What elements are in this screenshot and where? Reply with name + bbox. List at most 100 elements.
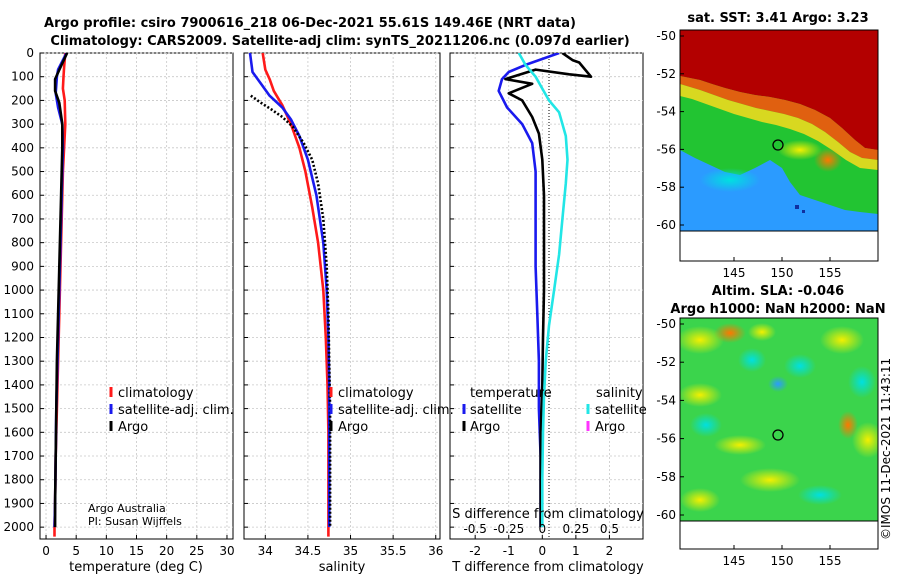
series-line-argo xyxy=(53,53,69,528)
sla-yellow-patch xyxy=(820,326,864,354)
x-tick-label: 34.5 xyxy=(295,544,322,558)
depth-tick-label: 1600 xyxy=(3,425,34,439)
legend-s-argo: Argo xyxy=(595,420,625,435)
depth-tick-label: 0 xyxy=(26,46,34,60)
secondary-x-tick-label: -0.5 xyxy=(463,522,486,536)
depth-tick-label: 300 xyxy=(11,117,34,131)
map-y-tick-label: -56 xyxy=(656,142,676,156)
depth-tick-label: 2000 xyxy=(3,520,34,534)
sst-yellow-band xyxy=(680,84,878,170)
depth-tick-label: 1700 xyxy=(3,449,34,463)
salinity-x-ticks: 34 34.5 35 35.5 36 xyxy=(258,544,444,558)
depth-tick-label: 600 xyxy=(11,188,34,202)
depth-tick-label: 900 xyxy=(11,259,34,273)
difference-legend: temperature satellite Argo salinity sate… xyxy=(462,386,647,435)
sst-map xyxy=(680,30,878,231)
sla-yellow-patch xyxy=(714,435,766,455)
salinity-diff-xlabel: S difference from climatology xyxy=(452,507,644,522)
temperature-x-ticks: 0 5 10 15 20 25 30 xyxy=(42,544,234,558)
depth-tick-label: 1200 xyxy=(3,330,34,344)
sla-cyan-patch xyxy=(784,354,816,378)
depth-tick-label: 1400 xyxy=(3,378,34,392)
series-line-argo xyxy=(250,94,332,528)
imos-watermark: ©IMOS 11-Dec-2021 11:43:11 xyxy=(879,358,893,540)
depth-tick-label: 400 xyxy=(11,141,34,155)
sst-dark-pixel xyxy=(802,210,805,213)
sla-yellow-patch xyxy=(740,468,800,492)
sla-yellow-patch xyxy=(680,383,722,407)
depth-tick-labels: 0 100 200 300 400 500 600 700 800 900 1000 1100 1200… xyxy=(3,46,34,534)
x-tick-label: -1 xyxy=(503,544,515,558)
difference-xlabel: T difference from climatology xyxy=(451,560,644,575)
title-line-1: Argo profile: csiro 7900616_218 06-Dec-2… xyxy=(44,16,576,31)
map-y-tick-label: -52 xyxy=(656,355,676,369)
x-tick-label: 5 xyxy=(72,544,80,558)
sla-map-subtitle: Argo h1000: NaN h2000: NaN xyxy=(670,302,885,317)
depth-tick-label: 800 xyxy=(11,236,34,250)
legend-temperature-title: temperature xyxy=(470,386,552,401)
depth-tick-label: 700 xyxy=(11,212,34,226)
depth-tick-label: 1800 xyxy=(3,473,34,487)
map-y-tick-label: -60 xyxy=(656,218,676,232)
depth-tick-label: 1900 xyxy=(3,496,34,510)
map-y-tick-label: -58 xyxy=(656,470,676,484)
sst-map-title: sat. SST: 3.41 Argo: 3.23 xyxy=(687,11,868,26)
x-tick-label: 1 xyxy=(572,544,580,558)
map-y-tick-label: -58 xyxy=(656,180,676,194)
sla-yellow-patch xyxy=(680,488,720,512)
temperature-xlabel: temperature (deg C) xyxy=(69,560,203,575)
x-tick-label: 0 xyxy=(42,544,50,558)
x-tick-label: 30 xyxy=(219,544,234,558)
sst-cool-patch xyxy=(775,201,835,229)
secondary-x-tick-label: 0.25 xyxy=(563,522,590,536)
difference-series xyxy=(497,53,593,528)
sst-warm-region xyxy=(680,30,878,150)
sla-map-title: Altim. SLA: -0.046 xyxy=(712,284,844,299)
sla-cyan-patch xyxy=(738,348,766,372)
map-y-tick-label: -54 xyxy=(656,105,676,119)
legend-t-argo: Argo xyxy=(470,420,500,435)
depth-tick-label: 100 xyxy=(11,70,34,84)
x-tick-label: 36 xyxy=(428,544,443,558)
difference-panel xyxy=(449,52,644,540)
series-line-satellite-s xyxy=(517,53,569,528)
x-tick-label: 10 xyxy=(99,544,114,558)
depth-tick-label: 1100 xyxy=(3,307,34,321)
legend-satellite-adj: satellite-adj. clim. xyxy=(118,403,234,418)
secondary-x-tick-label: 0.5 xyxy=(600,522,619,536)
sla-map-blank xyxy=(679,520,879,550)
legend-climatology: climatology xyxy=(118,386,194,401)
legend-salinity-title: salinity xyxy=(596,386,643,401)
salinity-grid xyxy=(244,52,440,539)
x-tick-label: 20 xyxy=(159,544,174,558)
sst-yellow-patch xyxy=(778,140,822,160)
depth-tick-label: 1000 xyxy=(3,283,34,297)
legend-climatology: climatology xyxy=(338,386,414,401)
salinity-legend: climatology satellite-adj. clim. Argo xyxy=(329,386,454,435)
map-y-tick-label: -56 xyxy=(656,432,676,446)
temperature-series xyxy=(53,53,69,537)
annotation-pi: PI: Susan Wijffels xyxy=(88,515,182,528)
depth-tick-label: 1300 xyxy=(3,354,34,368)
map-x-tick-label: 155 xyxy=(819,266,842,280)
map-y-tick-label: -54 xyxy=(656,393,676,407)
map-y-tick-label: -50 xyxy=(656,29,676,43)
sst-dark-pixel xyxy=(795,205,799,209)
salinity-diff-x-ticks: -0.5 -0.25 0 0.25 0.5 xyxy=(463,522,619,536)
depth-tick-label: 200 xyxy=(11,93,34,107)
x-tick-label: 2 xyxy=(606,544,614,558)
sla-warm-patch xyxy=(838,411,858,439)
sla-warm-patch xyxy=(714,323,746,343)
sla-cool-patch xyxy=(768,376,788,392)
sla-cyan-patch xyxy=(798,485,842,505)
map-x-tick-label: 145 xyxy=(723,554,746,568)
legend-s-satellite: satellite xyxy=(595,403,647,418)
salinity-series xyxy=(248,53,332,537)
secondary-x-tick-label: 0 xyxy=(538,522,546,536)
x-tick-label: -2 xyxy=(469,544,481,558)
depth-tick-label: 500 xyxy=(11,165,34,179)
sla-yellow-patch xyxy=(680,326,724,354)
sla-cyan-patch xyxy=(690,413,722,437)
temperature-legend: climatology satellite-adj. clim. Argo xyxy=(109,386,234,435)
